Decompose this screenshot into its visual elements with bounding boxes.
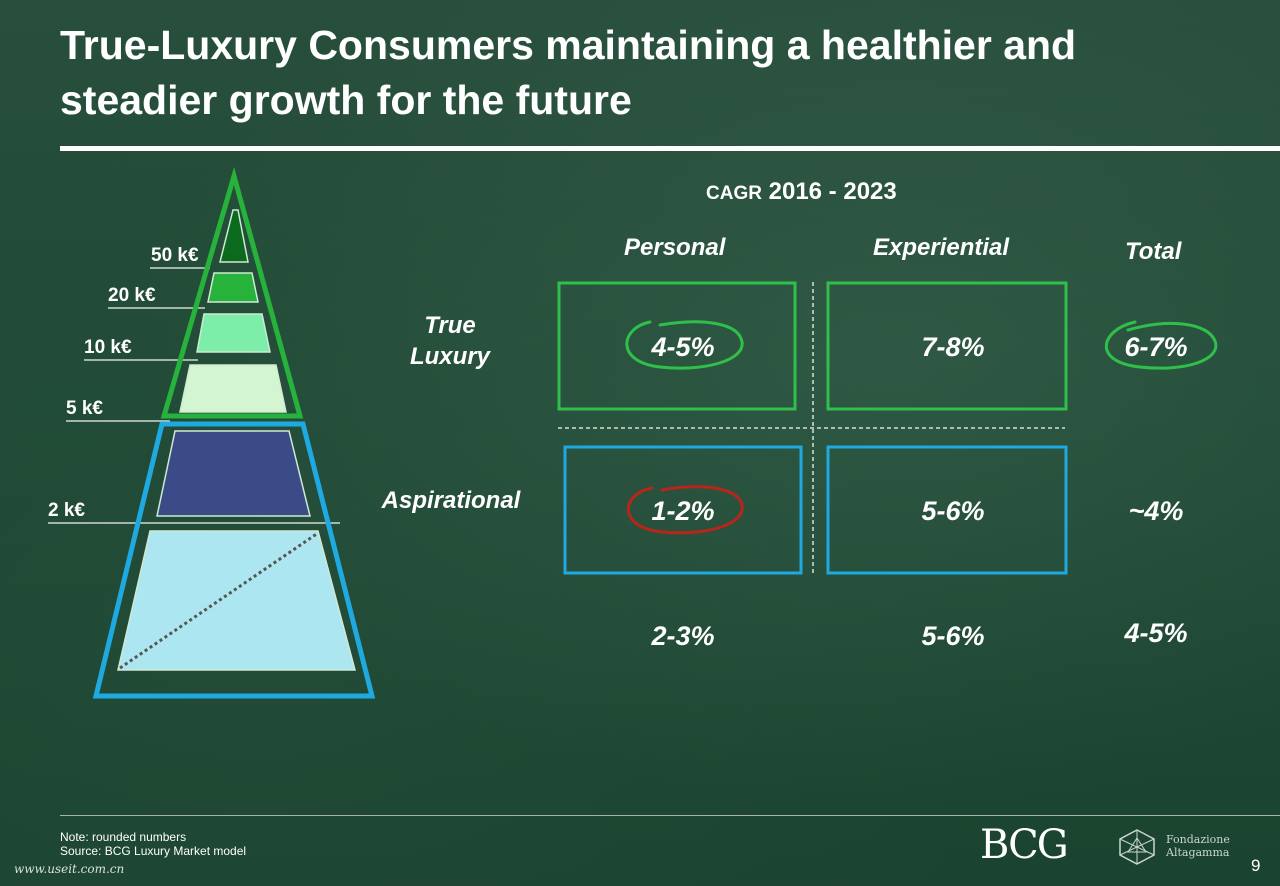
highlight-ellipse-personal-aspirational	[626, 485, 744, 535]
fondazione-line-1: Fondazione	[1166, 833, 1230, 846]
slide-title: True-Luxury Consumers maintaining a heal…	[60, 18, 1240, 128]
slide-title-line-1: True-Luxury Consumers maintaining a heal…	[60, 22, 1077, 68]
row-header-true-luxury: True Luxury	[380, 310, 520, 372]
note-text: Note: rounded numbers	[60, 830, 187, 844]
column-header-personal: Personal	[624, 234, 726, 261]
row-header-true-luxury-line-1: True	[424, 312, 476, 339]
tier-50k	[219, 209, 249, 263]
highlight-ellipse-total-true-luxury	[1105, 320, 1218, 370]
box-true-luxury-personal	[557, 281, 797, 411]
cagr-header: CAGR 2016 - 2023	[706, 178, 897, 206]
column-header-total: Total	[1125, 238, 1182, 265]
fondazione-altagamma-icon	[1119, 829, 1155, 865]
watermark: www.useit.com.cn	[14, 862, 125, 876]
value-aspirational-experiential: 5-6%	[921, 496, 985, 526]
cagr-period: 2016 - 2023	[768, 178, 897, 205]
value-true-luxury-experiential: 7-8%	[921, 332, 985, 362]
tier-10k	[196, 313, 271, 353]
box-aspirational-personal	[563, 445, 803, 575]
bcg-logo: BCG	[980, 822, 1069, 868]
tier-2k	[156, 430, 311, 517]
growth-dotted-line	[119, 531, 319, 670]
level-label-50k: 50 k€	[151, 245, 199, 266]
tier-5k	[179, 364, 287, 413]
value-true-luxury-total: 6-7%	[1124, 332, 1188, 362]
level-label-10k: 10 k€	[84, 337, 132, 358]
column-header-experiential: Experiential	[873, 234, 1010, 261]
box-true-luxury-experiential	[826, 281, 1068, 411]
true-luxury-outline	[160, 166, 304, 419]
consumer-pyramid	[48, 166, 376, 699]
fondazione-altagamma-logo-text: Fondazione Altagamma	[1166, 833, 1230, 859]
cagr-label: CAGR	[706, 183, 762, 204]
level-label-5k: 5 k€	[66, 398, 103, 419]
title-divider	[60, 146, 1280, 151]
slide-title-line-2: steadier growth for the future	[60, 77, 632, 123]
row-header-aspirational: Aspirational	[381, 487, 521, 514]
value-total-total: 4-5%	[1124, 618, 1188, 648]
value-true-luxury-personal: 4-5%	[651, 332, 715, 362]
aspirational-outline	[92, 421, 376, 699]
box-aspirational-experiential	[826, 445, 1068, 575]
value-total-personal: 2-3%	[651, 621, 715, 651]
value-total-experiential: 5-6%	[921, 621, 985, 651]
level-label-20k: 20 k€	[108, 285, 156, 306]
value-aspirational-total: ~4%	[1128, 496, 1184, 526]
level-label-2k: 2 k€	[48, 500, 85, 521]
cagr-matrix-graphics	[557, 281, 1218, 575]
footer-divider	[60, 815, 1280, 816]
tier-20k	[207, 272, 259, 303]
footnote: Note: rounded numbers Source: BCG Luxury…	[60, 830, 246, 858]
page-number: 9	[1251, 856, 1261, 875]
fondazione-line-2: Altagamma	[1166, 846, 1230, 859]
value-aspirational-personal: 1-2%	[651, 496, 715, 526]
source-text: Source: BCG Luxury Market model	[60, 844, 247, 858]
row-header-true-luxury-line-2: Luxury	[409, 343, 490, 370]
highlight-ellipse-personal-true-luxury	[625, 320, 744, 370]
tier-base	[117, 530, 356, 671]
